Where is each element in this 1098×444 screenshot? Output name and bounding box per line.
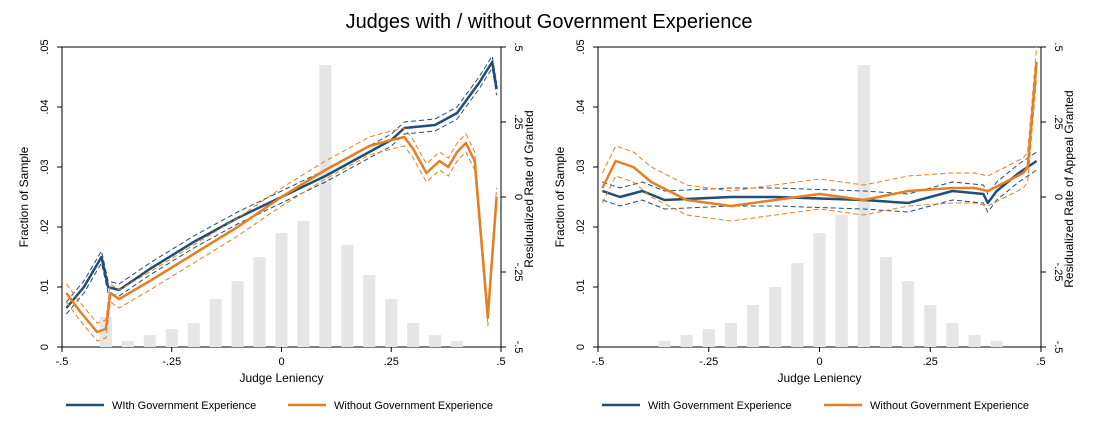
histogram-bar: [187, 323, 200, 347]
histogram-bar: [143, 335, 156, 347]
histogram-bar: [791, 263, 804, 347]
histogram-bar: [231, 281, 244, 347]
x-tick-label: -.25: [699, 356, 718, 368]
series-line: [65, 60, 498, 309]
y-right-tick-label: .5: [512, 42, 524, 51]
y-right-tick-label: 0: [1052, 194, 1064, 200]
legend-label: Without Government Experience: [870, 400, 1029, 412]
y-right-axis-title: Residualized Rate of Appeal Granted: [1062, 90, 1076, 287]
histogram-bar: [99, 317, 112, 347]
histogram-bar: [658, 341, 671, 347]
histogram-bar: [879, 257, 893, 347]
y-right-tick-label: 0: [512, 194, 524, 200]
legend-label: WIth Government Experience: [112, 400, 256, 412]
x-tick-label: -.25: [162, 356, 181, 368]
y-right-tick-label: .25: [512, 114, 524, 129]
histogram-bar: [385, 299, 398, 347]
x-tick-label: -.5: [56, 356, 69, 368]
y-left-axis-title: Fraction of Sample: [17, 146, 31, 247]
histogram-bar: [990, 341, 1003, 347]
histogram-bar: [924, 305, 937, 347]
histogram-bar: [702, 329, 715, 347]
histogram-bar: [902, 281, 915, 347]
y-right-tick-label: -.5: [512, 341, 524, 354]
histogram-bar: [451, 341, 464, 347]
histogram-bar: [813, 233, 826, 347]
x-tick-label: 0: [816, 356, 822, 368]
panel-right: 0 .01 .02 .03 .04 .05 -.5 -.25 0 .25 .5 -.5 -.25 0 .25…: [553, 39, 1076, 412]
series-lower-band: [602, 169, 1037, 213]
histogram-bar: [275, 233, 288, 347]
histogram-bar: [253, 257, 266, 347]
x-tick-label: .25: [923, 356, 938, 368]
y-right-axis-title: Residualized Rate of Granted: [522, 110, 536, 267]
histogram-bar: [209, 299, 222, 347]
series-upper-band: [601, 46, 1038, 192]
y-left-tick-label: 0: [575, 344, 587, 350]
histogram-bar: [319, 65, 332, 347]
series-line: [65, 135, 498, 334]
y-left-tick-label: .02: [575, 219, 587, 234]
series-upper-band: [602, 151, 1037, 195]
y-left-tick-label: .02: [39, 219, 51, 234]
histogram-bar: [968, 335, 981, 347]
x-tick-label: .25: [384, 356, 399, 368]
x-axis-title: Judge Leniency: [239, 371, 323, 385]
x-tick-label: .5: [496, 356, 505, 368]
histogram-bar: [407, 323, 420, 347]
series-line: [601, 159, 1038, 205]
x-tick-label: .5: [1036, 356, 1045, 368]
legend-label: Without Government Experience: [334, 400, 493, 412]
y-right-tick-label: -.25: [1052, 263, 1064, 282]
y-left-tick-label: .05: [575, 39, 587, 54]
histogram-bar: [835, 215, 848, 347]
histogram-bar: [746, 305, 760, 347]
y-left-axis-title: Fraction of Sample: [553, 146, 567, 247]
y-left-tick-label: 0: [39, 344, 51, 350]
histogram-bar: [363, 275, 376, 347]
y-left-tick-label: .04: [39, 99, 51, 114]
series-line: [601, 61, 1038, 208]
series-upper-band: [66, 54, 498, 303]
y-right-tick-label: -.25: [512, 263, 524, 282]
histogram-bar: [857, 65, 870, 347]
panel-left: 0 .01 .02 .03 .04 .05 -.5 -.25 0 .25 .5 -.5 -.25 0 .25…: [17, 39, 536, 412]
histogram-bar: [165, 329, 178, 347]
histogram-bar: [946, 323, 959, 347]
y-left-tick-label: .05: [39, 39, 51, 54]
figure-title: Judges with / without Government Experie…: [346, 11, 753, 33]
y-right-tick-label: .5: [1052, 42, 1064, 51]
x-tick-label: -.5: [592, 356, 605, 368]
histogram-bar: [297, 221, 310, 347]
series-lower-band: [601, 76, 1038, 222]
histogram-bar: [724, 323, 737, 347]
histogram-bar: [429, 335, 442, 347]
y-right-tick-label: .25: [1052, 114, 1064, 129]
y-left-tick-label: .03: [575, 159, 587, 174]
x-axis-title: Judge Leniency: [777, 371, 861, 385]
legend-label: With Government Experience: [648, 400, 792, 412]
y-left-tick-label: .04: [575, 99, 587, 114]
histogram-bar: [121, 341, 134, 347]
y-left-tick-label: .01: [39, 279, 51, 294]
y-left-tick-label: .01: [575, 279, 587, 294]
histogram-bar: [769, 287, 782, 347]
y-left-tick-label: .03: [39, 159, 51, 174]
x-tick-label: 0: [278, 356, 284, 368]
histogram-bar: [680, 335, 693, 347]
histogram-bar: [341, 245, 354, 347]
y-right-tick-label: -.5: [1052, 341, 1064, 354]
